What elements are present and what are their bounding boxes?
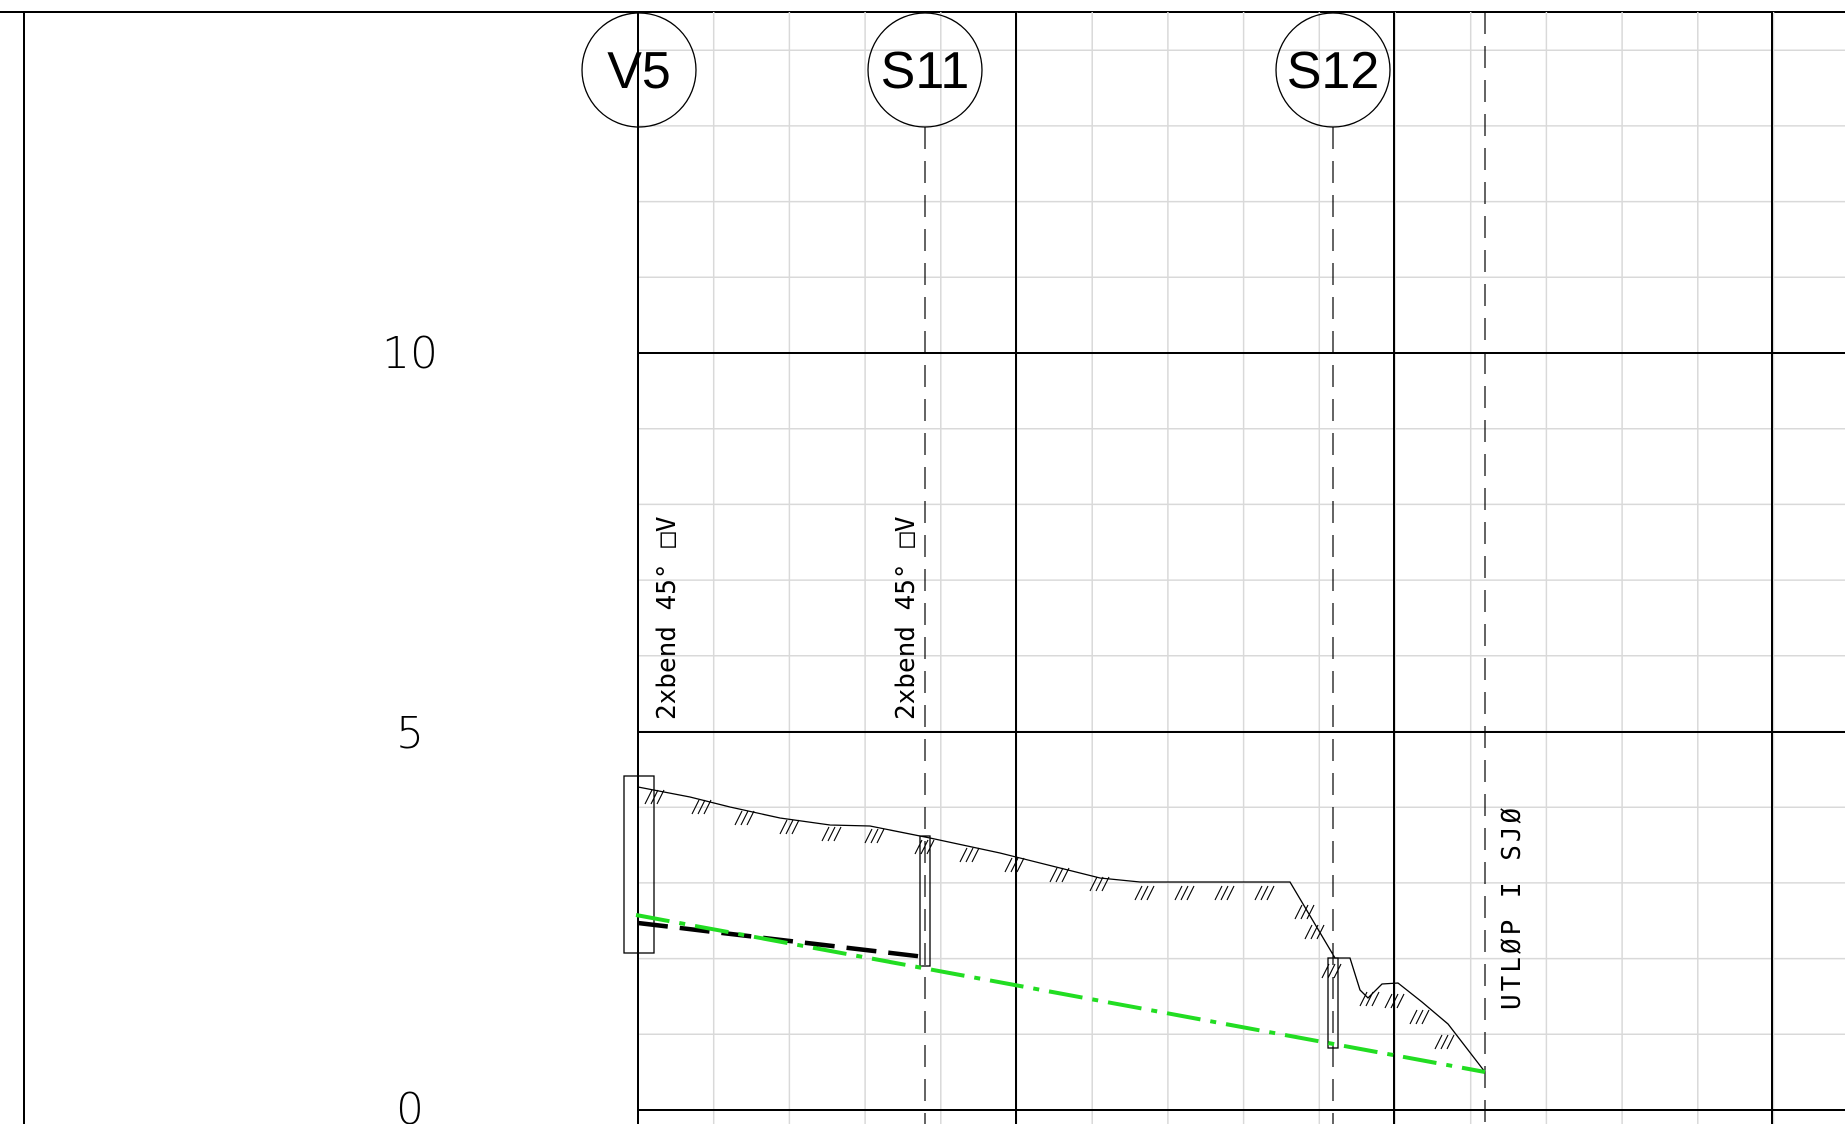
terrain-hatch-tick [1134, 885, 1143, 901]
terrain-hatch-tick [920, 839, 929, 855]
terrain-hatch-tick [1371, 991, 1380, 1007]
terrain-hatch-tick [1396, 993, 1405, 1009]
terrain-hatch-tick [1384, 993, 1393, 1009]
elevation-label-5: 5 [396, 708, 424, 759]
terrain-hatch-tick [1061, 867, 1070, 883]
major-grid [637, 12, 1845, 1124]
terrain-hatch-tick [1294, 904, 1303, 920]
node-v5-label: V5 [607, 42, 671, 100]
terrain-hatch-tick [1140, 885, 1149, 901]
terrain-hatch-tick [971, 847, 980, 863]
node-s12-circle [1275, 12, 1391, 128]
terrain-hatch-tick [821, 826, 830, 842]
elevation-label-0: 0 [396, 1084, 424, 1124]
terrain-hatch-tick [1446, 1034, 1455, 1050]
terrain-hatch-tick [914, 839, 923, 855]
terrain-hatch-tick [691, 799, 700, 815]
terrain-hatch-tick [1415, 1009, 1424, 1025]
terrain-hatch-tick [1300, 904, 1309, 920]
node-s12-label: S12 [1287, 42, 1380, 100]
terrain-hatch-tick [1365, 991, 1374, 1007]
terrain-hatch-tick [1421, 1009, 1430, 1025]
elevation-label-10: 10 [382, 328, 438, 379]
terrain-hatch-tick [1434, 1034, 1443, 1050]
terrain-hatch-tick [1095, 876, 1104, 892]
terrain-hatch-tick [1174, 885, 1183, 901]
terrain-hatch-tick [1220, 885, 1229, 901]
node-s11: S11 [867, 12, 983, 128]
terrain-hatches [644, 789, 1455, 1050]
node-s11-label: S11 [881, 42, 970, 100]
node-v5-circle [581, 12, 697, 128]
terrain-hatch-tick [959, 847, 968, 863]
terrain-hatch-tick [965, 847, 974, 863]
terrain-hatch-tick [734, 810, 743, 826]
terrain-hatch-tick [779, 819, 788, 835]
terrain-hatch-tick [1266, 885, 1275, 901]
node-s12: S12 [1275, 12, 1391, 128]
terrain-hatch-tick [1440, 1034, 1449, 1050]
terrain-hatch-tick [1390, 993, 1399, 1009]
terrain-hatch-tick [1089, 876, 1098, 892]
terrain-hatch-tick [1004, 857, 1013, 873]
terrain-hatch-tick [870, 828, 879, 844]
new-pipe-line [635, 913, 1486, 1074]
terrain-hatch-tick [1359, 991, 1368, 1007]
terrain-hatch-tick [1214, 885, 1223, 901]
terrain-hatch-tick [697, 799, 706, 815]
manhole-s11 [919, 835, 931, 967]
terrain-hatch-tick [746, 810, 755, 826]
terrain-hatch-tick [1101, 876, 1110, 892]
terrain-hatch-tick [1226, 885, 1235, 901]
terrain-hatch-tick [876, 828, 885, 844]
terrain-profile-line [637, 786, 1486, 1073]
terrain-hatch-tick [740, 810, 749, 826]
terrain-hatch-tick [864, 828, 873, 844]
terrain-hatch-tick [827, 826, 836, 842]
terrain-hatch-tick [703, 799, 712, 815]
terrain-hatch-tick [1049, 867, 1058, 883]
terrain-hatch-tick [1327, 963, 1336, 979]
bend-annotation-v5: 2xbend 45° □V [652, 517, 682, 721]
terrain-hatch-tick [1180, 885, 1189, 901]
terrain-hatch-tick [1310, 924, 1319, 940]
node-s11-circle [867, 12, 983, 128]
terrain-hatch-tick [1254, 885, 1263, 901]
terrain-hatch-tick [1016, 857, 1025, 873]
terrain-hatch-tick [791, 819, 800, 835]
node-v5: V5 [581, 12, 697, 128]
terrain-hatch-tick [1146, 885, 1155, 901]
terrain-hatch-tick [644, 789, 653, 805]
terrain-hatch-tick [1304, 924, 1313, 940]
terrain-hatch-tick [1055, 867, 1064, 883]
manhole-s12 [1327, 957, 1339, 1049]
terrain-hatch-tick [1010, 857, 1019, 873]
outlet-annotation: UTLØP I SJØ [1497, 805, 1527, 1010]
terrain-hatch-tick [1186, 885, 1195, 901]
terrain-hatch-tick [1306, 904, 1315, 920]
terrain-hatch-tick [1316, 924, 1325, 940]
bend-annotation-s11: 2xbend 45° □V [891, 517, 921, 721]
manhole-v5 [623, 775, 655, 954]
terrain-hatch-tick [785, 819, 794, 835]
terrain-hatch-tick [1409, 1009, 1418, 1025]
terrain-hatch-tick [833, 826, 842, 842]
terrain-hatch-tick [656, 789, 665, 805]
minor-grid [638, 12, 1845, 1124]
terrain-hatch-tick [1260, 885, 1269, 901]
